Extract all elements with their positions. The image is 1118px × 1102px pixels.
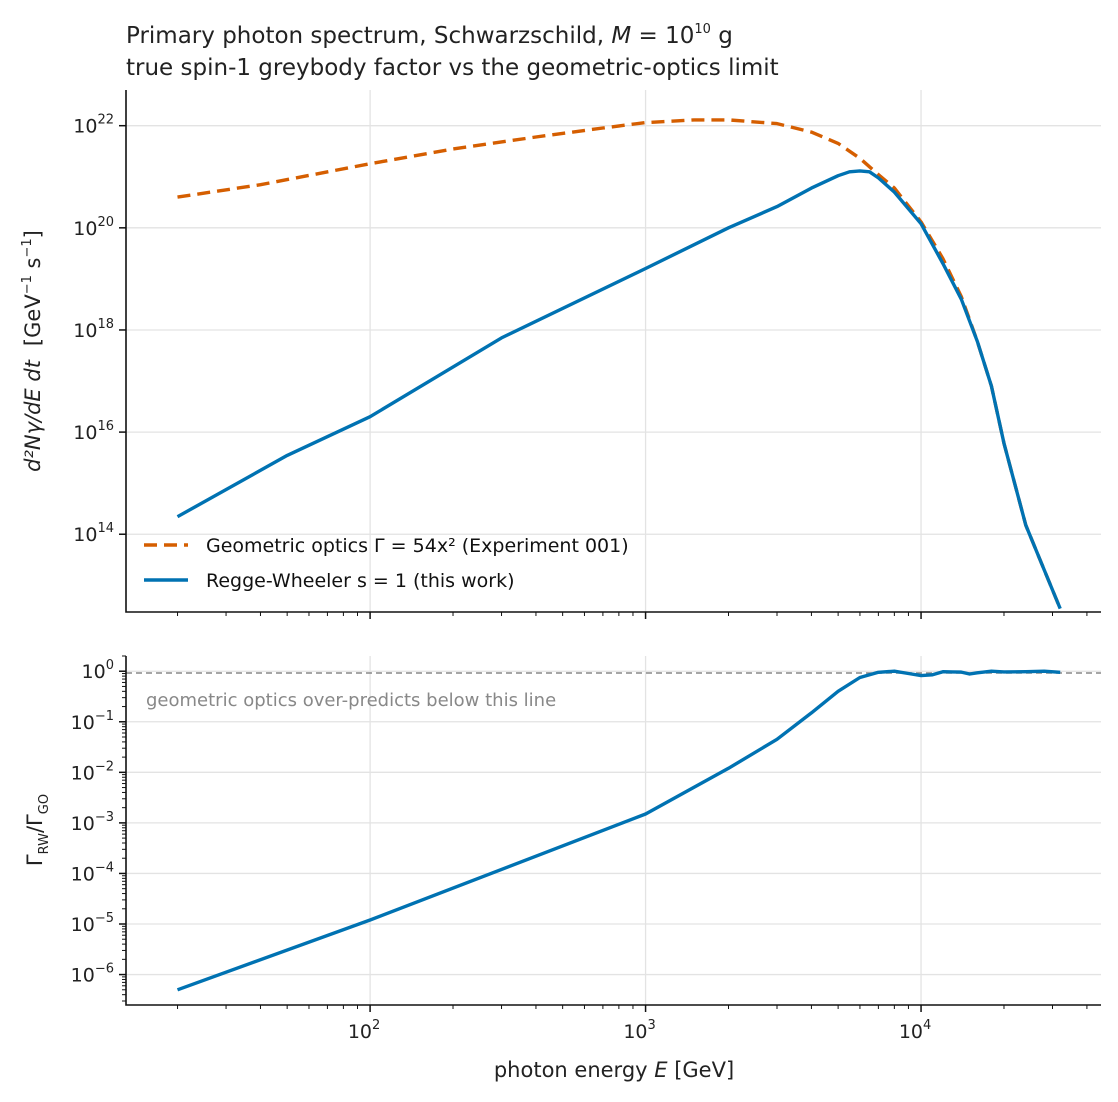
series-regge-wheeler-line <box>176 169 1062 610</box>
top-ytick-label: 1022 <box>73 113 114 138</box>
bottom-ticks: 100 10−1 10−2 10−3 10−4 10−5 10−6 102 103 104 <box>71 655 1088 1043</box>
series-ratio-line <box>176 669 1061 992</box>
bot-ytick-label: 10−3 <box>71 810 114 835</box>
annotation-overpredicts: geometric optics over-predicts below thi… <box>146 690 556 711</box>
bot-ytick-label: 10−1 <box>71 709 114 734</box>
series-geometric-optics-line <box>177 118 1062 610</box>
chart-title: Primary photon spectrum, Schwarzschild, … <box>126 22 733 49</box>
legend: Geometric optics Γ = 54x² (Experiment 00… <box>144 535 629 592</box>
xtick-label: 102 <box>348 1018 380 1043</box>
bot-ytick-label: 10−4 <box>71 860 114 885</box>
x-axis-label: photon energy E [GeV] <box>494 1058 734 1082</box>
xtick-label: 103 <box>623 1018 655 1043</box>
top-y-axis-label: d²Nγ/dE dt[GeV−1 s−1] <box>20 230 45 472</box>
bottom-gridlines <box>126 656 1101 1005</box>
top-ytick-label: 1014 <box>73 521 114 546</box>
top-ytick-label: 1018 <box>73 317 114 342</box>
top-axes-spines <box>125 90 1101 613</box>
legend-label-regge-wheeler: Regge-Wheeler s = 1 (this work) <box>206 570 515 592</box>
bottom-y-axis-label: ΓRW/ΓGO <box>23 794 52 866</box>
top-ticks: 1014 1016 1018 1020 1022 <box>73 113 1088 619</box>
bot-ytick-label: 100 <box>82 658 114 683</box>
legend-label-geometric-optics: Geometric optics Γ = 54x² (Experiment 00… <box>206 535 629 557</box>
bottom-series-group <box>176 669 1061 992</box>
top-gridlines <box>126 90 1101 612</box>
top-ytick-label: 1016 <box>73 419 114 444</box>
chart-subtitle: true spin-1 greybody factor vs the geome… <box>126 55 779 81</box>
bot-ytick-label: 10−6 <box>71 962 114 987</box>
bot-ytick-label: 10−5 <box>71 911 114 936</box>
bot-ytick-label: 10−2 <box>71 759 114 784</box>
top-ytick-label: 1020 <box>73 215 114 240</box>
top-series-group <box>176 118 1062 610</box>
xtick-label: 104 <box>899 1018 931 1043</box>
